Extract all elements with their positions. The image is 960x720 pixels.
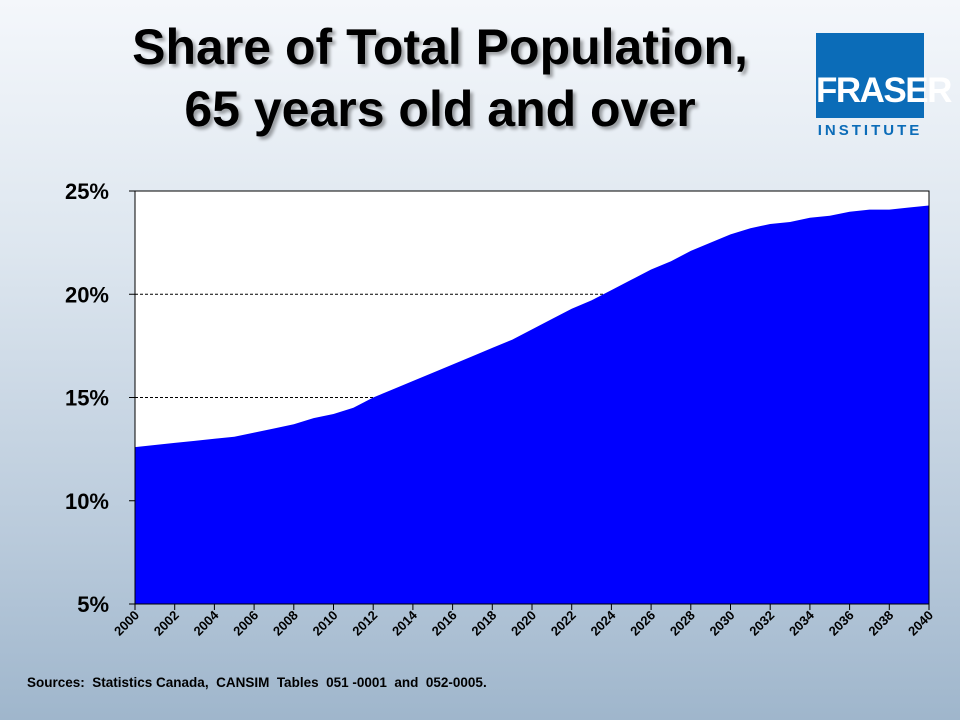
x-tick-label: 2004 xyxy=(190,607,222,639)
chart-title-line-1: Share of Total Population, xyxy=(132,19,748,75)
y-tick-label: 5% xyxy=(77,592,109,617)
x-tick-label: 2008 xyxy=(270,608,301,639)
logo-box xyxy=(816,33,924,118)
logo-subtitle: INSTITUTE xyxy=(817,122,923,139)
x-tick-label: 2020 xyxy=(508,608,539,639)
x-tick-label: 2016 xyxy=(429,608,460,639)
y-tick-label: 25% xyxy=(65,179,109,204)
x-tick-label: 2040 xyxy=(905,608,936,639)
chart-title-line-2: 65 years old and over xyxy=(184,81,696,137)
x-tick-label: 2024 xyxy=(587,607,619,639)
x-tick-label: 2002 xyxy=(151,608,182,639)
x-tick-label: 2036 xyxy=(826,608,857,639)
sources-note: Sources: Statistics Canada, CANSIM Table… xyxy=(27,675,487,690)
x-tick-label: 2038 xyxy=(865,608,896,639)
x-tick-label: 2030 xyxy=(707,608,738,639)
x-tick-label: 2018 xyxy=(468,608,499,639)
y-tick-label: 10% xyxy=(65,489,109,514)
x-tick-label: 2022 xyxy=(548,608,579,639)
y-tick-label: 15% xyxy=(65,386,109,411)
x-tick-label: 2012 xyxy=(349,608,380,639)
area-series xyxy=(135,205,929,604)
x-tick-label: 2010 xyxy=(310,608,341,639)
x-tick-label: 2014 xyxy=(389,607,421,639)
x-tick-label: 2028 xyxy=(667,608,698,639)
y-tick-label: 20% xyxy=(65,282,109,307)
x-tick-label: 2034 xyxy=(786,607,818,639)
x-tick-label: 2006 xyxy=(230,608,261,639)
x-tick-label: 2026 xyxy=(627,608,658,639)
x-tick-label: 2032 xyxy=(746,608,777,639)
x-tick-label: 2000 xyxy=(111,608,142,639)
